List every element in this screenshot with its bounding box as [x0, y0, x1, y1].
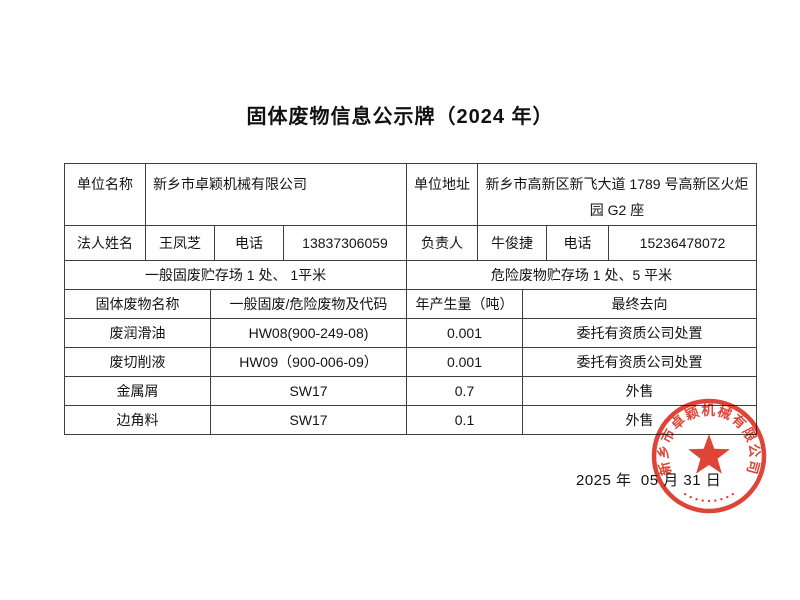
annual-amount-header: 年产生量（吨）	[406, 289, 523, 319]
waste-row: 废润滑油 HW08(900-249-08) 0.001 委托有资质公司处置	[64, 318, 757, 348]
responsible-name: 牛俊捷	[477, 225, 547, 261]
star-icon	[688, 434, 730, 474]
unit-address-value: 新乡市高新区新飞大道 1789 号高新区火炬园 G2 座	[476, 163, 758, 226]
page-title: 固体废物信息公示牌（2024 年）	[246, 106, 554, 128]
annual-amount-cell: 0.001	[406, 318, 523, 348]
annual-amount-cell: 0.001	[406, 347, 523, 377]
phone-label-2: 电话	[546, 225, 609, 261]
waste-name-header: 固体废物名称	[64, 289, 211, 319]
waste-name-cell: 边角料	[64, 405, 211, 435]
annual-amount-cell: 0.1	[406, 405, 523, 435]
storage-row: 一般固废贮存场 1 处、 1平米 危险废物贮存场 1 处、5 平米	[64, 260, 757, 290]
legal-person-label: 法人姓名	[64, 225, 146, 261]
issue-date: 2025 年 05 月 31 日	[576, 472, 722, 489]
unit-name-value: 新乡市卓颖机械有限公司	[145, 163, 407, 226]
unit-address-label: 单位地址	[406, 163, 478, 226]
phone-number-2: 15236478072	[607, 225, 758, 261]
responsible-label: 负责人	[406, 225, 478, 261]
destination-cell: 委托有资质公司处置	[522, 347, 757, 377]
annual-amount-cell: 0.7	[406, 376, 523, 406]
destination-cell: 委托有资质公司处置	[522, 318, 757, 348]
hazard-storage-cell: 危险废物贮存场 1 处、5 平米	[406, 260, 757, 290]
storage-table: 一般固废贮存场 1 处、 1平米 危险废物贮存场 1 处、5 平米	[64, 260, 757, 290]
general-storage-cell: 一般固废贮存场 1 处、 1平米	[64, 260, 407, 290]
waste-row: 金属屑 SW17 0.7 外售	[64, 376, 757, 406]
waste-code-cell: HW08(900-249-08)	[210, 318, 407, 348]
unit-name-row: 单位名称 新乡市卓颖机械有限公司 单位地址 新乡市高新区新飞大道 1789 号高…	[64, 163, 758, 226]
waste-code-header: 一般固废/危险废物及代码	[210, 289, 407, 319]
destination-cell: 外售	[522, 405, 757, 435]
waste-row: 边角料 SW17 0.1 外售	[64, 405, 757, 435]
waste-name-cell: 废润滑油	[64, 318, 211, 348]
phone-label-1: 电话	[214, 225, 284, 261]
phone-number-1: 13837306059	[283, 225, 407, 261]
waste-name-cell: 废切削液	[64, 347, 211, 377]
waste-code-cell: SW17	[210, 376, 407, 406]
seal-serial-marks	[683, 492, 735, 503]
waste-header-row: 固体废物名称 一般固废/危险废物及代码 年产生量（吨） 最终去向	[64, 289, 757, 319]
waste-list-table: 固体废物名称 一般固废/危险废物及代码 年产生量（吨） 最终去向 废润滑油 HW…	[64, 289, 757, 435]
legal-person-row: 法人姓名 王凤芝 电话 13837306059 负责人 牛俊捷 电话 15236…	[64, 225, 758, 261]
unit-info-table: 单位名称 新乡市卓颖机械有限公司 单位地址 新乡市高新区新飞大道 1789 号高…	[64, 163, 758, 261]
waste-row: 废切削液 HW09（900-006-09） 0.001 委托有资质公司处置	[64, 347, 757, 377]
info-and-waste-tables: 单位名称 新乡市卓颖机械有限公司 单位地址 新乡市高新区新飞大道 1789 号高…	[64, 163, 758, 435]
destination-header: 最终去向	[522, 289, 757, 319]
waste-code-cell: SW17	[210, 405, 407, 435]
destination-cell: 外售	[522, 376, 757, 406]
legal-person-name: 王凤芝	[145, 225, 215, 261]
waste-name-cell: 金属屑	[64, 376, 211, 406]
waste-code-cell: HW09（900-006-09）	[210, 347, 407, 377]
unit-name-label: 单位名称	[64, 163, 146, 226]
